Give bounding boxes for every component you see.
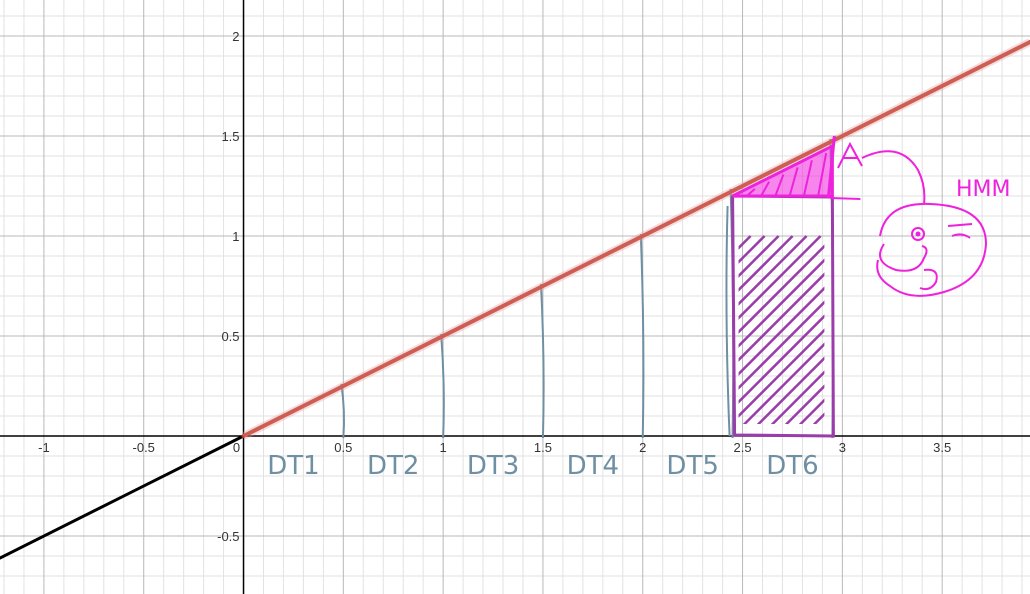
hatch-line xyxy=(738,258,825,348)
y-tick-label: 1 xyxy=(232,229,239,244)
x-tick-label: -0.5 xyxy=(133,440,155,455)
hatch-line xyxy=(738,235,780,278)
x-tick-label: 2 xyxy=(639,440,646,455)
y-tick-label: 2 xyxy=(232,29,239,44)
x-tick-label: 0.5 xyxy=(334,440,352,455)
hatch-line xyxy=(738,272,825,362)
hatch-line xyxy=(738,286,825,376)
x-tick-label: 1.5 xyxy=(534,440,552,455)
triangle-base-extension xyxy=(830,197,861,200)
hatch-line xyxy=(738,328,825,418)
hatch-line xyxy=(738,235,794,292)
hatch-lines xyxy=(738,235,825,424)
face-eye-left xyxy=(911,227,925,241)
delta-marker xyxy=(837,141,863,169)
y-tick-label: 1.5 xyxy=(221,129,239,144)
face-outline xyxy=(876,202,988,297)
series-line xyxy=(0,434,246,560)
error-triangle xyxy=(731,135,861,200)
face-hand xyxy=(879,243,928,272)
interval-label: DT6 xyxy=(766,451,818,481)
hatch-line xyxy=(770,370,825,424)
x-tick-label: 0 xyxy=(233,440,240,455)
dt-divider-mark xyxy=(539,283,545,439)
face-doodle xyxy=(837,141,988,297)
triangle-hatch xyxy=(774,174,785,197)
series-line-glow xyxy=(241,38,1030,440)
hatch-line xyxy=(784,384,825,424)
hatch-line xyxy=(738,235,822,320)
hatch-line xyxy=(756,356,825,424)
dt-divider-mark xyxy=(639,233,645,439)
y-tick-label: 0.5 xyxy=(221,329,239,344)
y-tick-label: -0.5 xyxy=(217,529,239,544)
tick-labels: -1 -0.5 0 0.5 1 1.5 2 2.5 3 3.5 -0.5 0.5 1 1.5 2 xyxy=(38,29,951,544)
hatch-line xyxy=(738,244,825,334)
interval-label: DT4 xyxy=(567,451,619,481)
x-tick-label: 1 xyxy=(440,440,447,455)
hatch-line xyxy=(738,235,808,306)
face-brow xyxy=(947,223,973,227)
triangle-hatch xyxy=(817,152,828,197)
interval-label: DT2 xyxy=(367,451,419,481)
hatch-line xyxy=(742,342,825,424)
triangle-hatch xyxy=(760,181,770,197)
interval-label: DT1 xyxy=(267,451,319,481)
x-tick-label: -1 xyxy=(38,440,50,455)
triangle-hatch xyxy=(802,160,813,197)
face-pupil-left xyxy=(915,231,921,237)
interval-label: DT5 xyxy=(666,451,718,481)
pointer-arrow xyxy=(861,150,926,205)
face-chin xyxy=(919,268,938,291)
series-lines xyxy=(0,38,1030,560)
triangle-hatch xyxy=(788,167,799,197)
interval-label: DT3 xyxy=(467,451,519,481)
hmm-note: HMM xyxy=(956,177,1011,202)
hatch-line xyxy=(738,300,825,390)
hatch-line xyxy=(798,398,825,424)
rectangle-left-stroke xyxy=(725,205,731,437)
series-line xyxy=(241,40,1030,438)
x-tick-label: 3 xyxy=(839,440,846,455)
face-eye-right xyxy=(951,233,971,239)
hatch-line xyxy=(738,314,825,404)
x-tick-label: 2.5 xyxy=(734,440,752,455)
dt-divider-mark xyxy=(440,333,445,439)
triangle-hatch xyxy=(746,188,756,197)
x-tick-label: 3.5 xyxy=(933,440,951,455)
triangle-right-edge xyxy=(826,135,836,199)
interval-labels: DT1 DT2 DT3 DT4 DT5 DT6 xyxy=(267,451,818,481)
